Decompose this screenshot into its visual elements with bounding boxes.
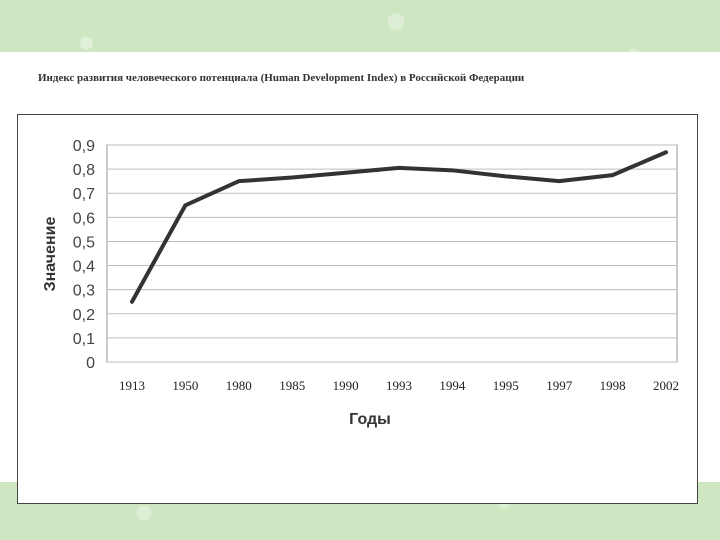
y-tick-label: 0,8 <box>73 162 95 179</box>
data-point <box>664 150 668 154</box>
x-tick-label: 1997 <box>546 378 573 393</box>
y-tick-label: 0,7 <box>73 186 95 203</box>
y-tick-label: 0,2 <box>73 307 95 324</box>
data-point <box>611 173 615 177</box>
y-tick-label: 0,1 <box>73 331 95 348</box>
data-point <box>290 176 294 180</box>
data-point <box>130 300 134 304</box>
data-point <box>504 174 508 178</box>
y-tick-label: 0,9 <box>73 138 95 155</box>
y-tick-label: 0,5 <box>73 234 95 251</box>
data-point <box>557 179 561 183</box>
series-line <box>130 150 668 304</box>
y-tick-label: 0,4 <box>73 259 95 276</box>
x-tick-label: 1995 <box>493 378 519 393</box>
x-tick-label: 1985 <box>279 378 305 393</box>
data-point <box>183 203 187 207</box>
x-tick-label: 2002 <box>653 378 679 393</box>
y-tick-label: 0,3 <box>73 283 95 300</box>
data-point <box>450 168 454 172</box>
x-tick-label: 1994 <box>439 378 466 393</box>
x-tick-label: 1913 <box>119 378 145 393</box>
x-axis-label: Годы <box>349 411 391 428</box>
x-tick-label: 1993 <box>386 378 412 393</box>
data-point <box>397 166 401 170</box>
y-tick-label: 0 <box>86 355 95 372</box>
x-tick-label: 1990 <box>333 378 359 393</box>
x-tick-label: 1998 <box>600 378 626 393</box>
document-title: Индекс развития человеческого потенциала… <box>38 72 525 84</box>
x-tick-label: 1950 <box>172 378 198 393</box>
data-point <box>344 171 348 175</box>
y-axis-label: Значение <box>42 217 59 292</box>
data-point <box>237 179 241 183</box>
y-tick-label: 0,6 <box>73 210 95 227</box>
x-tick-label: 1980 <box>226 378 252 393</box>
